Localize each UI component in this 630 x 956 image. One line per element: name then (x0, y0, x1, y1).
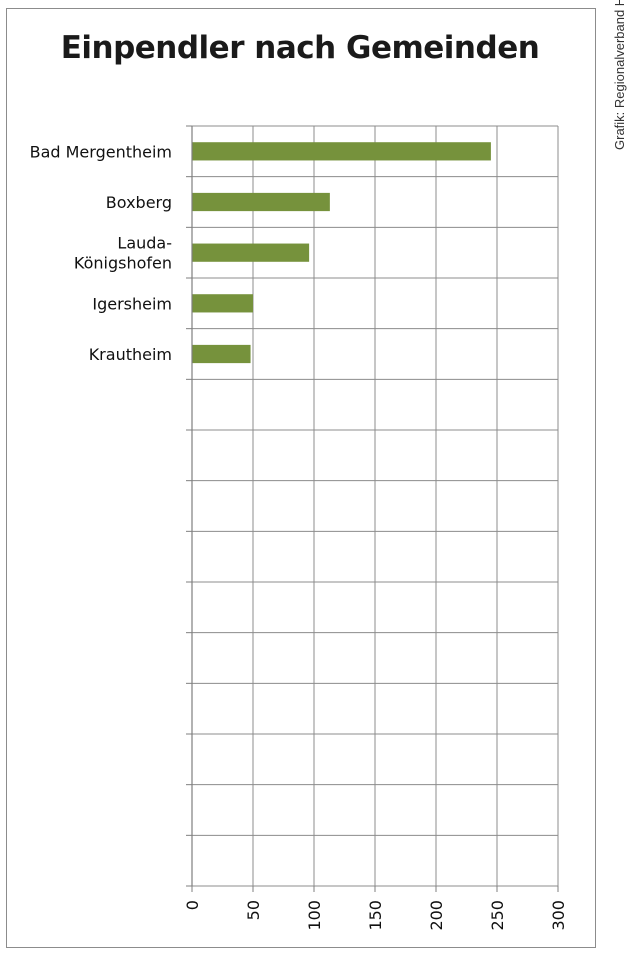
bar (192, 192, 330, 212)
x-tick-label: 150 (366, 900, 385, 931)
category-labels: Bad Mergentheim Boxberg Lauda-Königshofen I… (30, 142, 172, 364)
bars (192, 142, 491, 364)
chart-title: Einpendler nach Gemeinden (60, 30, 540, 66)
x-tick-label: 100 (305, 900, 324, 931)
x-tick-label: 250 (488, 900, 507, 931)
x-tick-label: 0 (183, 900, 202, 910)
x-tick-label: 200 (427, 900, 446, 931)
axes (186, 125, 559, 892)
bar (192, 142, 491, 161)
category-label: Bad Mergentheim (30, 142, 172, 161)
x-tick-labels: 0 50 100 150 200 250 300 (183, 900, 568, 931)
bar (192, 344, 251, 364)
category-label: Igersheim (92, 294, 172, 313)
x-tick-label: 50 (244, 900, 263, 920)
bar (192, 243, 310, 262)
chart-frame (6, 8, 596, 948)
grid (191, 125, 559, 887)
category-label: Boxberg (106, 193, 172, 212)
x-tick-label: 300 (549, 900, 568, 931)
category-label: Krautheim (89, 345, 172, 364)
category-label: Lauda- (117, 234, 172, 253)
bar (192, 294, 253, 313)
category-label: Königshofen (74, 254, 172, 273)
